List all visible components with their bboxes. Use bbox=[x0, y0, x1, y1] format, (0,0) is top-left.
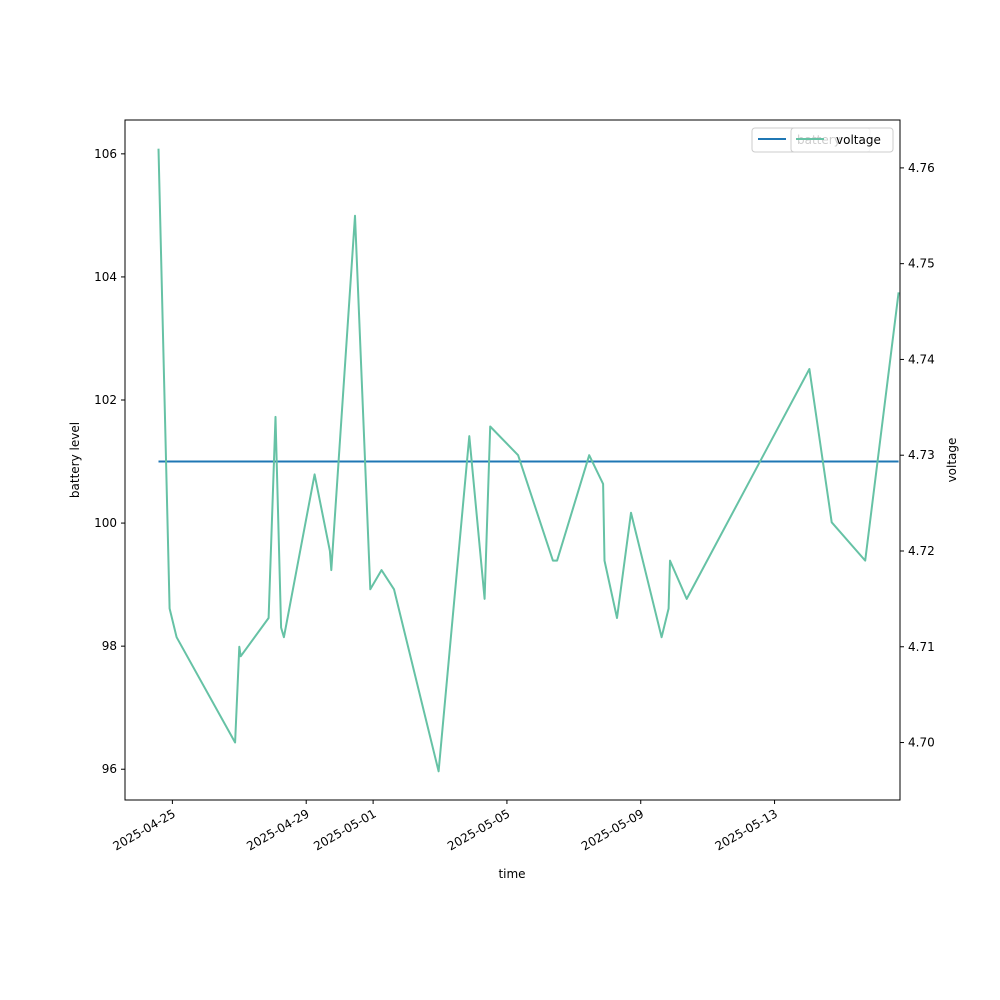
y-left-tick-label: 102 bbox=[94, 393, 117, 407]
y-left-tick-label: 106 bbox=[94, 147, 117, 161]
y-left-tick-label: 98 bbox=[102, 639, 117, 653]
y-axis-left-title: battery level bbox=[68, 422, 82, 498]
legend-voltage-label: voltage bbox=[836, 133, 881, 147]
y-right-tick-label: 4.71 bbox=[908, 640, 935, 654]
y-right-tick-label: 4.72 bbox=[908, 544, 935, 558]
y-left-tick-label: 100 bbox=[94, 516, 117, 530]
legend-voltage: voltage bbox=[790, 127, 894, 153]
y-axis-right-title: voltage bbox=[945, 438, 959, 483]
y-left-tick-label: 96 bbox=[102, 762, 117, 776]
plot-frame bbox=[124, 119, 901, 801]
y-right-tick-label: 4.76 bbox=[908, 161, 935, 175]
y-left-tick-label: 104 bbox=[94, 270, 117, 284]
y-right-tick-label: 4.75 bbox=[908, 257, 935, 271]
legend-voltage-box bbox=[790, 127, 894, 153]
y-right-tick-label: 4.70 bbox=[908, 736, 935, 750]
y-axis-right: 4.70 4.71 4.72 4.73 4.74 4.75 4.76 bbox=[900, 161, 935, 750]
series-layer bbox=[157, 148, 900, 773]
voltage-line bbox=[157, 148, 900, 773]
y-right-tick-label: 4.74 bbox=[908, 352, 935, 366]
x-axis-title: time bbox=[498, 867, 525, 881]
y-axis-left: 96 98 100 102 104 106 bbox=[94, 147, 125, 776]
y-right-tick-label: 4.73 bbox=[908, 448, 935, 462]
